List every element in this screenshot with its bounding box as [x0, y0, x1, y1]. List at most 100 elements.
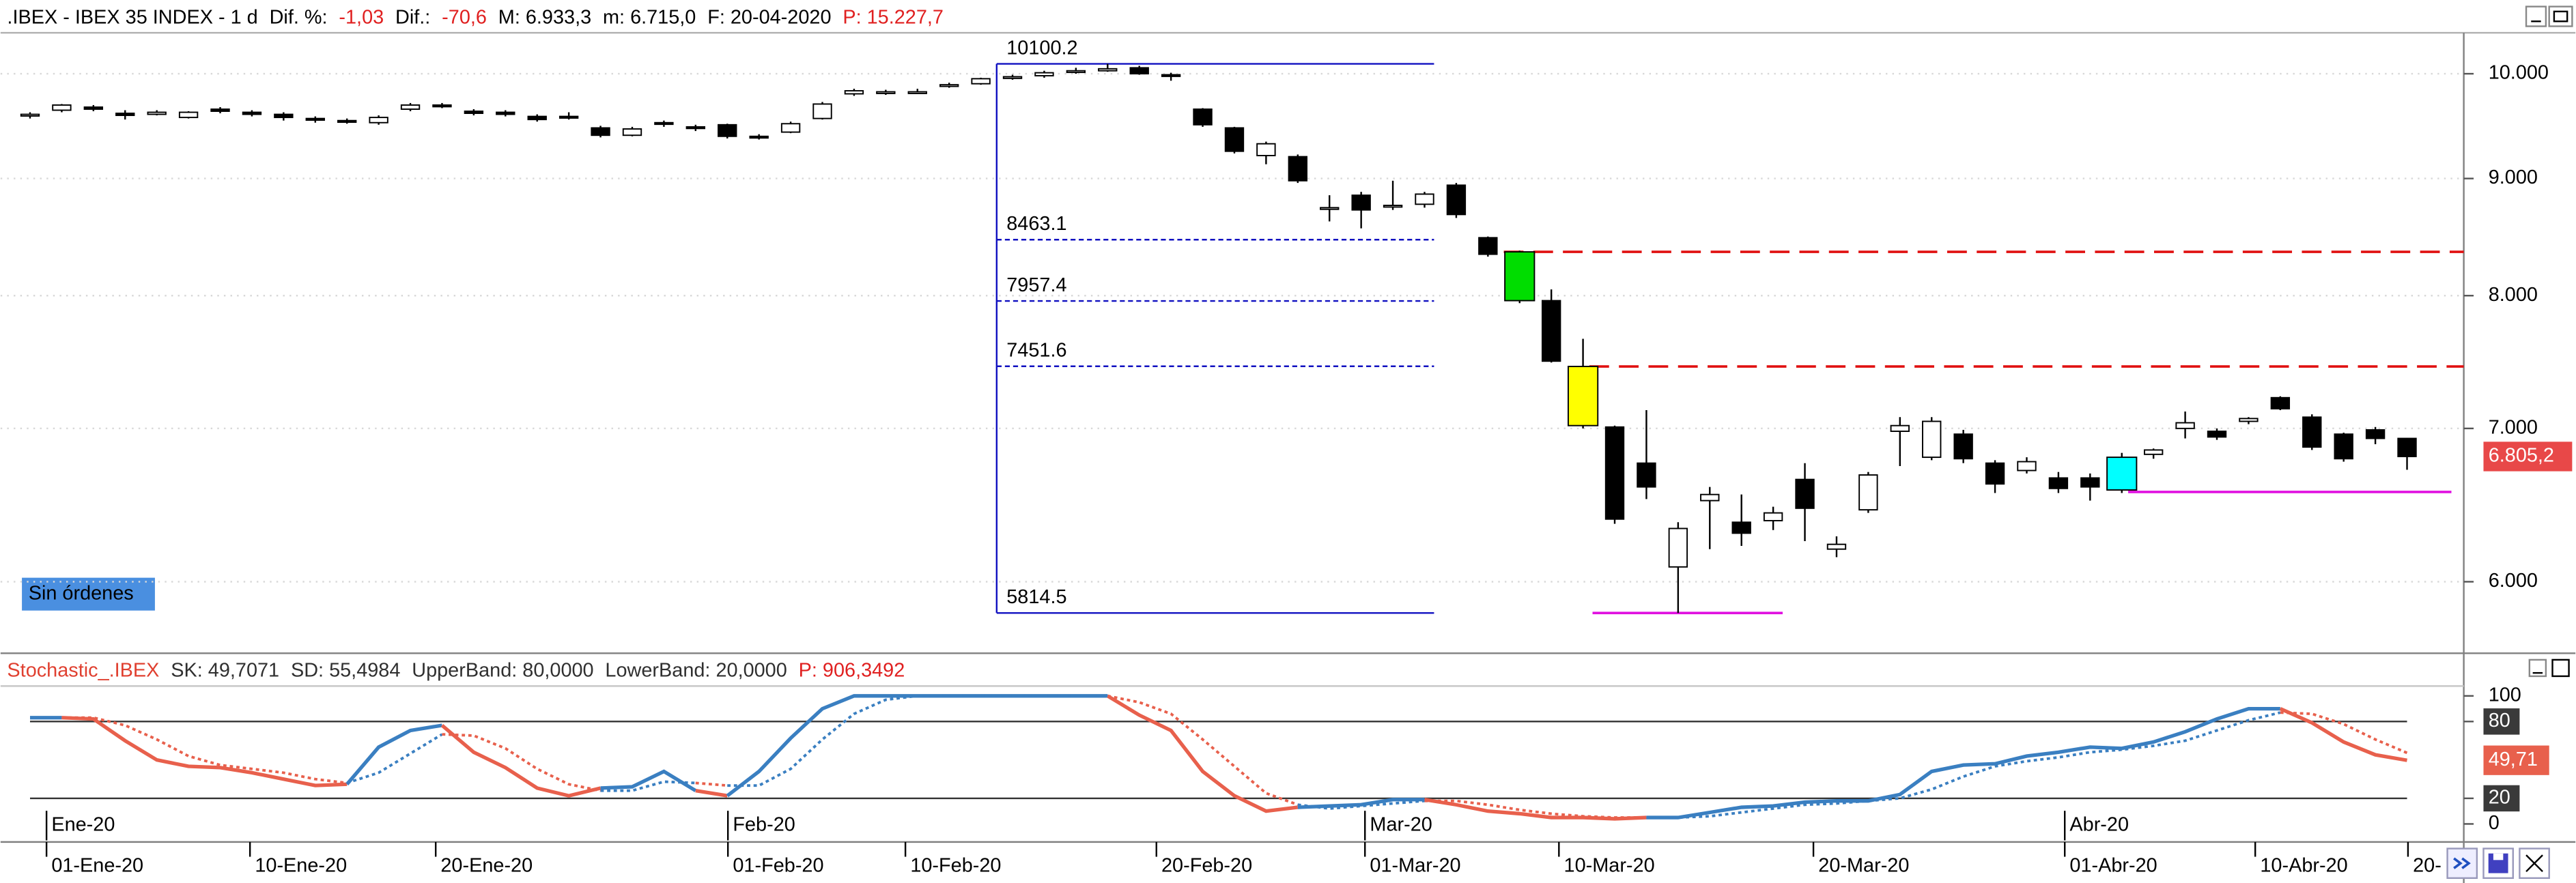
candle-body	[1985, 462, 2005, 485]
candle-body	[1953, 433, 1973, 460]
fibonacci-label: 5814.5	[1006, 586, 1066, 608]
candle-body	[907, 91, 927, 94]
candle-body	[780, 123, 801, 133]
candle-body	[210, 108, 230, 112]
stochastic-line	[1646, 706, 2280, 820]
candle-body	[305, 117, 325, 121]
header-item: -1,03	[339, 6, 384, 28]
candle-body	[2106, 457, 2138, 491]
candle-body	[2143, 449, 2164, 455]
candle-body	[464, 111, 484, 114]
month-tick-label: Abr-20	[2069, 813, 2129, 835]
candle-body	[876, 91, 896, 94]
maximize-button[interactable]	[2548, 5, 2573, 27]
candle-body	[971, 78, 991, 85]
candle-body	[2239, 418, 2259, 422]
header-item: SK: 49,7071	[171, 659, 279, 681]
candle-body	[1161, 74, 1181, 77]
orders-button-label[interactable]: Sin órdenes	[29, 582, 134, 604]
stochastic-line	[727, 694, 1108, 787]
fibonacci-label: 10100.2	[1006, 38, 1077, 59]
header-item: UpperBand: 80,0000	[412, 659, 593, 681]
candle-body	[242, 111, 262, 115]
candle-body	[1478, 237, 1498, 255]
y-tick-box	[2483, 708, 2520, 735]
x-tick-label: 20-	[2413, 855, 2441, 877]
x-tick-label: 10-Feb-20	[910, 855, 1001, 877]
tool-buttons[interactable]	[2446, 848, 2550, 879]
header-item: Dif.:	[395, 6, 430, 28]
candle-body	[1193, 108, 1213, 126]
candle-body	[2334, 433, 2353, 460]
fibonacci-label: 7451.6	[1006, 340, 1066, 362]
last-price-box	[2483, 442, 2573, 472]
fibonacci-label: 8463.1	[1006, 213, 1066, 235]
last-value-label: 49,71	[2489, 749, 2538, 770]
candle-body	[718, 124, 737, 137]
y-tick-label: 9.000	[2489, 167, 2538, 188]
x-tick-label: 10-Abr-20	[2260, 855, 2347, 877]
candle-body	[147, 111, 167, 115]
maximize-button[interactable]	[2551, 658, 2570, 678]
candle-body	[1826, 543, 1847, 550]
header-line: Stochastic_.IBEX SK: 49,7071 SD: 55,4984 Up…	[7, 659, 905, 681]
candle-body	[432, 104, 452, 108]
candle-body	[83, 106, 104, 110]
stochastic-line	[695, 781, 728, 787]
fibonacci-label: 7957.4	[1006, 274, 1066, 296]
candle-body	[1795, 478, 1815, 509]
y-tick-label: 7.000	[2489, 416, 2538, 438]
close-icon	[2525, 854, 2543, 873]
candle-body	[2207, 431, 2227, 438]
candle-body	[527, 115, 547, 121]
minimize-button[interactable]	[2525, 5, 2547, 27]
candle-body	[2175, 422, 2195, 429]
header-item: Dif. %:	[270, 6, 328, 28]
stochastic-line	[442, 733, 601, 792]
header-item: M: 6.933,3	[498, 6, 591, 28]
y-tick-label: 8.000	[2489, 284, 2538, 306]
x-tick-label: 20-Ene-20	[440, 855, 533, 877]
candle-body	[685, 126, 706, 130]
candle-body	[1890, 424, 1910, 432]
candle-body	[1098, 68, 1118, 72]
stochastic-line	[345, 723, 442, 785]
candle-body	[496, 111, 515, 115]
x-tick-label: 01-Abr-20	[2069, 855, 2157, 877]
window-controls[interactable]	[2525, 5, 2573, 678]
maximize-icon	[2553, 10, 2568, 23]
scroll-icon	[2453, 857, 2471, 869]
candle-body	[2080, 477, 2100, 488]
candle-body	[1604, 426, 1625, 520]
header-item: .IBEX - IBEX 35 INDEX - 1 d	[7, 6, 257, 28]
orders-button[interactable]	[22, 577, 155, 611]
candle-body	[2270, 396, 2291, 409]
candle-body	[1446, 184, 1467, 216]
save-icon	[2493, 853, 2504, 860]
candle-body	[1922, 420, 1942, 459]
candle-body	[20, 113, 40, 117]
header-item: SD: 55,4984	[291, 659, 400, 681]
candle-body	[622, 128, 642, 136]
candle-body	[939, 84, 959, 87]
stochastic-line	[1646, 711, 2281, 819]
y-tick-label: 100	[2489, 684, 2521, 706]
x-tick-label: 01-Mar-20	[1370, 855, 1460, 877]
y-tick-label: 0	[2489, 812, 2500, 834]
last-value-box	[2483, 745, 2549, 775]
candle-body	[1700, 493, 1720, 502]
candle-body	[1541, 300, 1561, 362]
x-tick-label: 10-Mar-20	[1564, 855, 1655, 877]
candle-body	[337, 119, 357, 124]
y-tick-box	[2483, 785, 2520, 812]
header-item: LowerBand: 20,0000	[605, 659, 787, 681]
candle-body	[1415, 193, 1434, 205]
candle-body	[1351, 194, 1371, 211]
candle-body	[52, 104, 72, 111]
candle-body	[591, 127, 610, 136]
month-tick-label: Ene-20	[51, 813, 115, 835]
stochastic-line	[2280, 711, 2408, 755]
month-tick-label: Mar-20	[1370, 813, 1432, 835]
candle-body	[400, 104, 421, 110]
